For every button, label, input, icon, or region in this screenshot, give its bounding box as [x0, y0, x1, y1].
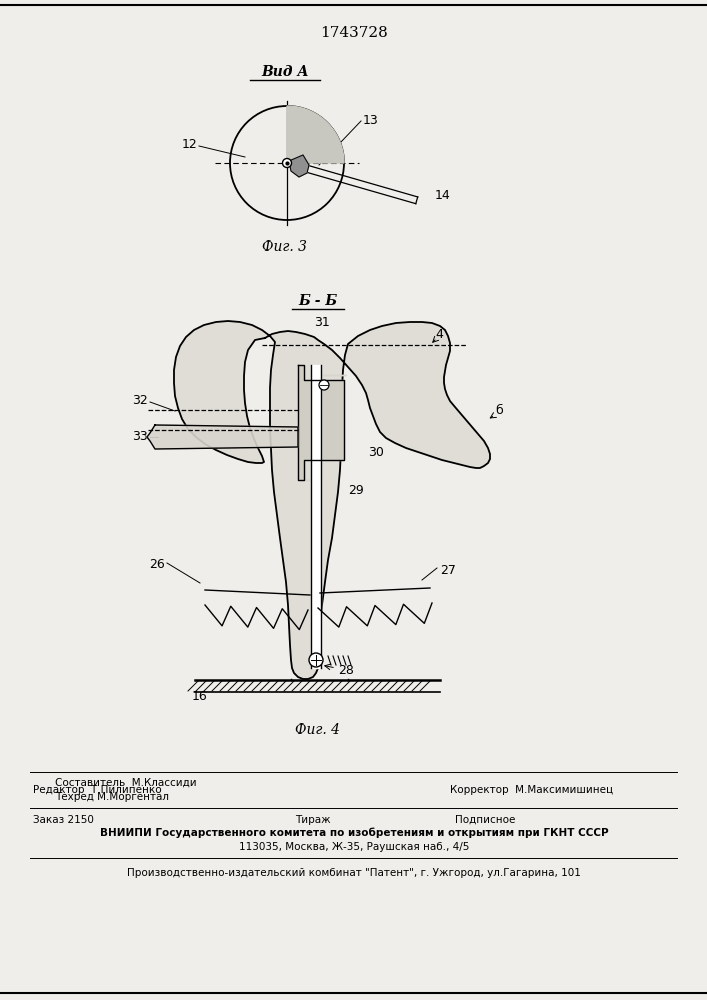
Text: 31: 31 [314, 316, 330, 330]
Circle shape [283, 158, 291, 167]
Text: 30: 30 [368, 446, 384, 460]
Text: Заказ 2150: Заказ 2150 [33, 815, 94, 825]
Text: 1743728: 1743728 [320, 26, 388, 40]
Text: 12: 12 [181, 138, 197, 151]
Text: Подписное: Подписное [455, 815, 515, 825]
Text: 28: 28 [338, 664, 354, 676]
Polygon shape [174, 321, 490, 679]
Text: 32: 32 [132, 393, 148, 406]
Text: Техред М.Моргентал: Техред М.Моргентал [55, 792, 169, 802]
Polygon shape [301, 375, 346, 480]
Text: Составитель  М.Классиди: Составитель М.Классиди [55, 778, 197, 788]
Text: 16: 16 [192, 690, 208, 702]
Text: Вид А: Вид А [261, 65, 309, 79]
Text: Тираж: Тираж [295, 815, 331, 825]
Polygon shape [287, 106, 344, 163]
Text: 33: 33 [132, 430, 148, 444]
Text: 13: 13 [363, 114, 379, 127]
Text: 4: 4 [435, 328, 443, 342]
Polygon shape [147, 425, 298, 449]
Text: 113035, Москва, Ж-35, Раушская наб., 4/5: 113035, Москва, Ж-35, Раушская наб., 4/5 [239, 842, 469, 852]
Polygon shape [289, 155, 309, 177]
Circle shape [319, 380, 329, 390]
Text: Фиг. 4: Фиг. 4 [296, 723, 341, 737]
Text: 14: 14 [435, 189, 450, 202]
Text: 27: 27 [440, 564, 456, 576]
Text: Редактор  Т.Пилипенко: Редактор Т.Пилипенко [33, 785, 162, 795]
Text: Б - Б: Б - Б [298, 294, 338, 308]
Circle shape [309, 653, 323, 667]
Text: Корректор  М.Максимишинец: Корректор М.Максимишинец [450, 785, 613, 795]
Text: 29: 29 [348, 484, 363, 496]
Text: б: б [495, 403, 503, 416]
Text: ВНИИПИ Государственного комитета по изобретениям и открытиям при ГКНТ СССР: ВНИИПИ Государственного комитета по изоб… [100, 828, 608, 838]
Polygon shape [298, 365, 344, 480]
Polygon shape [311, 365, 321, 668]
Text: Фиг. 3: Фиг. 3 [262, 240, 308, 254]
Text: 26: 26 [149, 558, 165, 572]
Text: Производственно-издательский комбинат "Патент", г. Ужгород, ул.Гагарина, 101: Производственно-издательский комбинат "П… [127, 868, 581, 878]
